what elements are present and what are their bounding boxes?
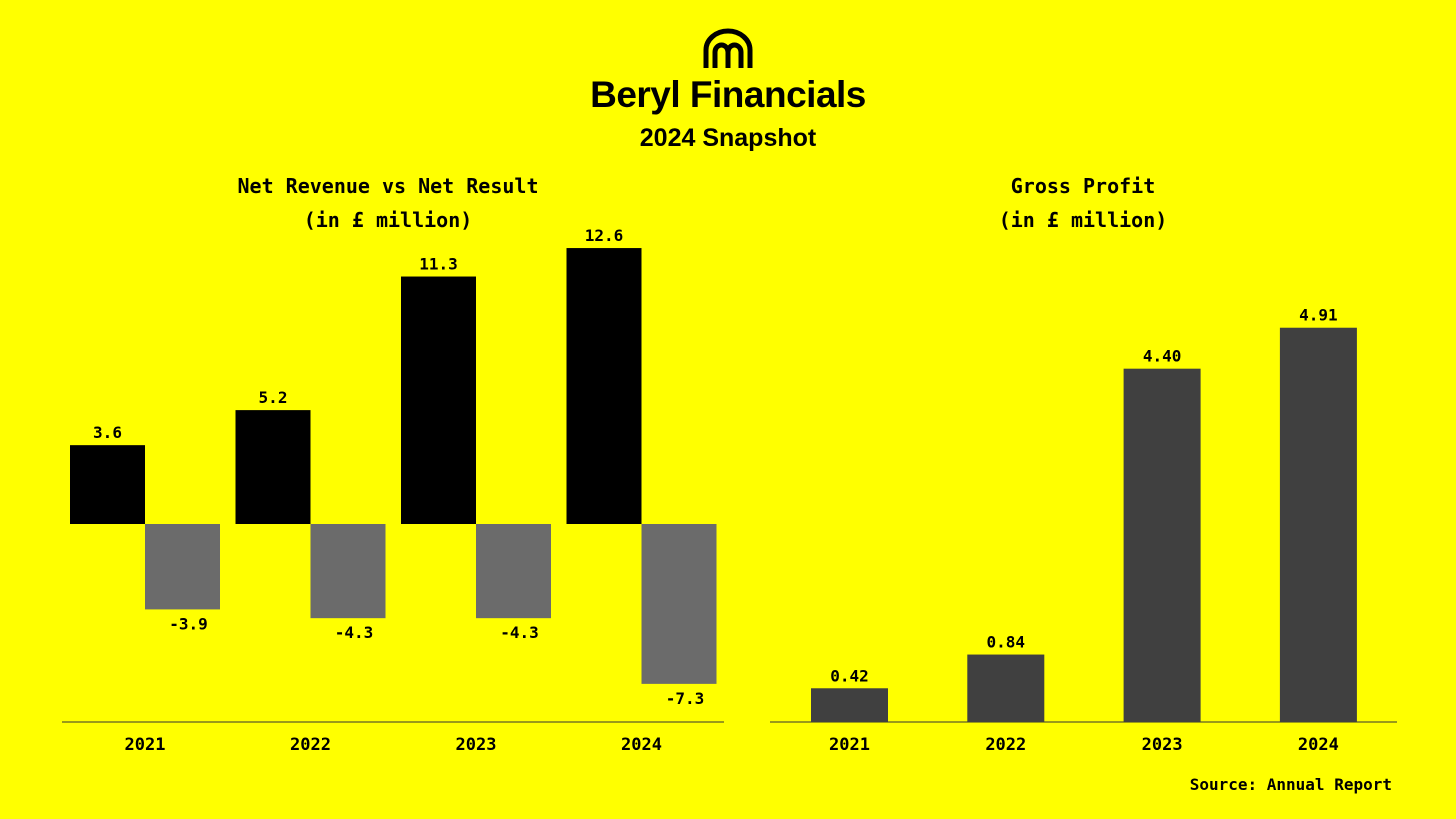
revenue-bar xyxy=(566,248,642,524)
gross-profit-data-label: 0.84 xyxy=(987,633,1026,652)
revenue-chart-title-block: Net Revenue vs Net Result (in £ million) xyxy=(60,169,716,237)
revenue-x-tick-label: 2022 xyxy=(290,735,331,755)
beryl-arch-logo-icon xyxy=(703,28,753,68)
gross-profit-data-label: 4.40 xyxy=(1143,347,1182,366)
gross-profit-data-label: 0.42 xyxy=(830,666,869,685)
revenue-data-label: 12.6 xyxy=(585,226,624,245)
revenue-data-label: 3.6 xyxy=(93,423,122,442)
revenue-bar xyxy=(70,445,145,524)
revenue-x-tick-label: 2021 xyxy=(125,735,166,755)
gross-profit-data-label: 4.91 xyxy=(1299,306,1338,325)
revenue-x-tick-label: 2024 xyxy=(621,735,662,755)
net-result-bar xyxy=(641,524,717,684)
net-result-bar xyxy=(145,524,220,610)
gross-profit-chart-title: Gross Profit xyxy=(1010,174,1156,198)
page-title: Beryl Financials xyxy=(590,74,866,115)
gross-profit-x-tick-label: 2024 xyxy=(1298,735,1339,755)
gross-profit-chart-units: (in £ million) xyxy=(998,208,1168,232)
net-result-data-label: -4.3 xyxy=(335,623,374,642)
revenue-bar xyxy=(401,276,476,524)
revenue-x-tick-label: 2023 xyxy=(456,735,497,755)
net-result-data-label: -3.9 xyxy=(169,614,208,633)
net-result-bar xyxy=(476,524,551,619)
gross-profit-x-tick-label: 2021 xyxy=(829,735,870,755)
source-note: Source: Annual Report xyxy=(1189,775,1392,794)
gross-profit-chart-title-block: Gross Profit (in £ million) xyxy=(770,169,1396,237)
gross-profit-x-tick-label: 2022 xyxy=(985,735,1026,755)
gross-profit-x-tick-label: 2023 xyxy=(1142,735,1183,755)
gross-profit-bar xyxy=(967,654,1045,722)
gross-profit-bar xyxy=(811,688,888,722)
gross-profit-bar xyxy=(1123,368,1201,722)
page-subtitle: 2024 Snapshot xyxy=(639,124,817,152)
revenue-chart-title: Net Revenue vs Net Result xyxy=(237,174,539,198)
revenue-bar xyxy=(235,410,311,524)
revenue-data-label: 5.2 xyxy=(259,388,288,407)
revenue-data-label: 11.3 xyxy=(419,255,458,274)
net-result-data-label: -7.3 xyxy=(666,689,705,708)
revenue-chart-units: (in £ million) xyxy=(303,208,473,232)
net-result-data-label: -4.3 xyxy=(500,623,539,642)
gross-profit-bar xyxy=(1279,327,1357,722)
net-result-bar xyxy=(310,524,386,619)
